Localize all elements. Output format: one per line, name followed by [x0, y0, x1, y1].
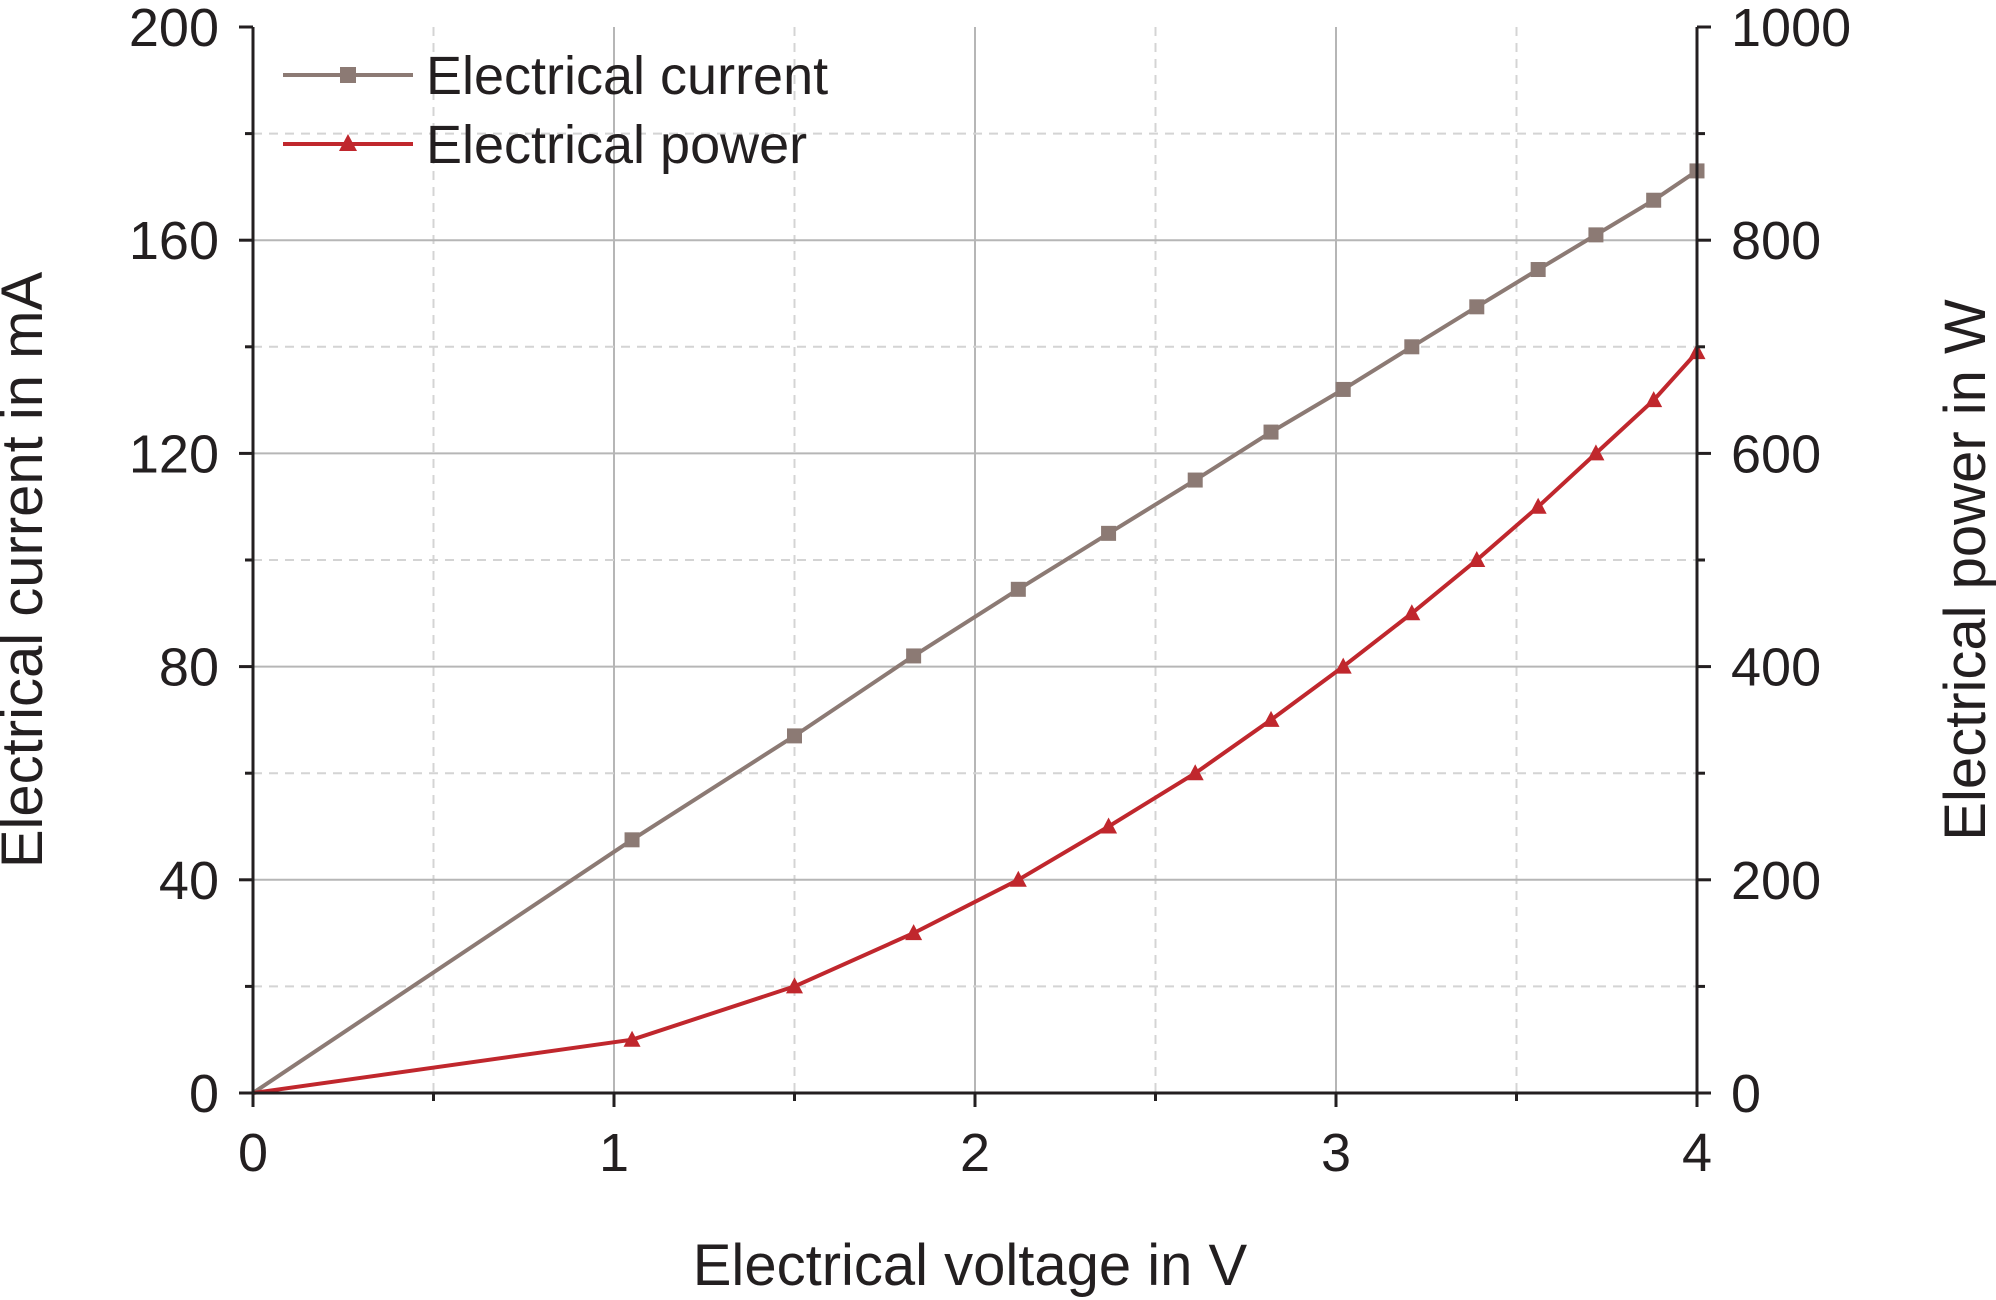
- data-point-current: [1588, 227, 1604, 243]
- legend-item-current: Electrical current: [283, 46, 828, 106]
- data-point-power: [905, 924, 923, 941]
- x-tick-label: 0: [238, 1123, 268, 1183]
- data-point-power: [1100, 817, 1118, 834]
- data-point-current: [787, 728, 802, 744]
- data-point-current: [1530, 262, 1546, 278]
- y-left-axis-title: Electrical current in mA: [0, 272, 55, 869]
- y-right-tick-label: 0: [1731, 1064, 1761, 1124]
- series-power: [251, 343, 1706, 1095]
- legend-label-current: Electrical current: [426, 46, 828, 106]
- legend-label-power: Electrical power: [426, 115, 807, 175]
- y-left-tick-label: 120: [129, 424, 219, 484]
- series-current: [251, 163, 1705, 1095]
- data-point-current: [1101, 525, 1117, 541]
- data-point-power: [1334, 657, 1352, 674]
- x-axis-title: Electrical voltage in V: [693, 1233, 1248, 1298]
- data-point-power: [1186, 764, 1204, 781]
- legend: Electrical current Electrical power: [283, 46, 828, 175]
- data-point-power: [1009, 870, 1027, 887]
- x-tick-label: 3: [1321, 1123, 1351, 1183]
- y-right-tick-label: 1000: [1731, 0, 1851, 58]
- legend-marker-square: [340, 67, 356, 83]
- data-point-current: [1263, 424, 1279, 440]
- data-point-power: [623, 1030, 641, 1047]
- data-point-current: [1404, 339, 1420, 355]
- data-point-current: [1187, 472, 1203, 488]
- data-point-power: [1262, 710, 1280, 727]
- y-right-axis-title: Electrical power in W: [1933, 299, 1996, 841]
- data-point-current: [1335, 381, 1351, 397]
- legend-item-power: Electrical power: [283, 115, 807, 175]
- data-point-power: [1468, 551, 1486, 567]
- series-layer: [251, 163, 1706, 1095]
- data-point-power: [1645, 391, 1663, 408]
- data-point-current: [1646, 192, 1662, 208]
- data-point-power: [1587, 444, 1605, 461]
- data-point-power: [1529, 497, 1547, 514]
- x-tick-label: 2: [960, 1123, 990, 1183]
- y-right-tick-label: 200: [1731, 851, 1821, 911]
- data-point-power: [1403, 604, 1421, 621]
- data-point-current: [906, 648, 922, 664]
- data-point-current: [624, 832, 640, 848]
- y-left-tick-label: 0: [189, 1064, 219, 1124]
- legend-marker-triangle: [339, 134, 357, 151]
- x-tick-label: 4: [1682, 1123, 1712, 1183]
- grid: [253, 27, 1697, 1093]
- y-left-tick-label: 200: [129, 0, 219, 58]
- data-point-current: [1469, 299, 1485, 315]
- data-point-power: [786, 977, 803, 994]
- y-right-tick-label: 800: [1731, 211, 1821, 271]
- y-left-tick-label: 160: [129, 211, 219, 271]
- y-left-tick-label: 80: [159, 638, 219, 698]
- y-right-tick-label: 400: [1731, 638, 1821, 698]
- y-left-tick-label: 40: [159, 851, 219, 911]
- x-tick-label: 1: [599, 1123, 629, 1183]
- axes: [239, 25, 1711, 1107]
- y-right-tick-label: 600: [1731, 424, 1821, 484]
- data-point-current: [1010, 581, 1026, 597]
